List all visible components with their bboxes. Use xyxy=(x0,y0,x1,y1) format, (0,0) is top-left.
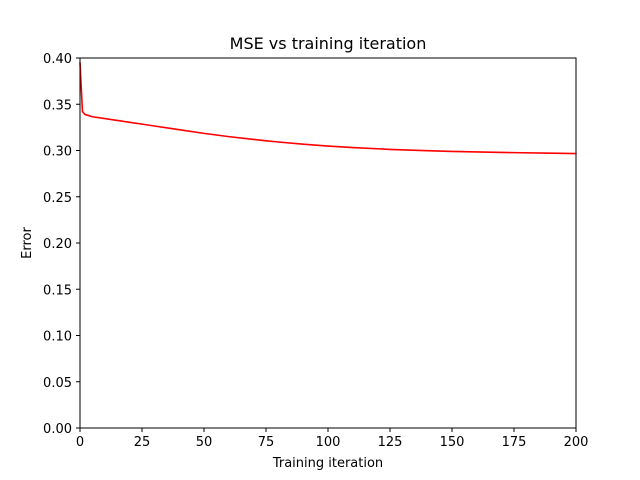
mse-series-line xyxy=(79,61,577,155)
x-tick-label: 75 xyxy=(258,435,275,450)
x-tick-label: 125 xyxy=(378,435,403,450)
y-tick-label: 0.35 xyxy=(43,98,72,113)
x-axis-title: Training iteration xyxy=(272,456,383,471)
x-tick-label: 150 xyxy=(440,435,465,450)
x-tick-label: 200 xyxy=(564,435,589,450)
y-tick-label: 0.10 xyxy=(43,330,72,345)
y-tick-label: 0.15 xyxy=(43,283,72,298)
y-axis-ticks: 0.00 0.05 0.10 0.15 0.20 0.25 0.30 0.35 0.40 xyxy=(43,52,80,437)
series-layer xyxy=(79,61,577,155)
y-tick-label: 0.25 xyxy=(43,191,72,206)
x-tick-label: 0 xyxy=(76,435,84,450)
x-tick-label: 100 xyxy=(316,435,341,450)
x-axis-ticks: 0 25 50 75 100 125 150 175 200 xyxy=(76,428,589,450)
y-tick-label: 0.30 xyxy=(43,145,72,160)
x-tick-label: 50 xyxy=(196,435,213,450)
y-tick-label: 0.05 xyxy=(43,376,72,391)
y-tick-label: 0.40 xyxy=(43,52,72,67)
y-axis-title: Error xyxy=(20,227,35,259)
x-tick-label: 175 xyxy=(502,435,527,450)
chart-title: MSE vs training iteration xyxy=(230,34,427,53)
x-tick-label: 25 xyxy=(134,435,151,450)
y-tick-label: 0.00 xyxy=(43,422,72,437)
y-tick-label: 0.20 xyxy=(43,237,72,252)
